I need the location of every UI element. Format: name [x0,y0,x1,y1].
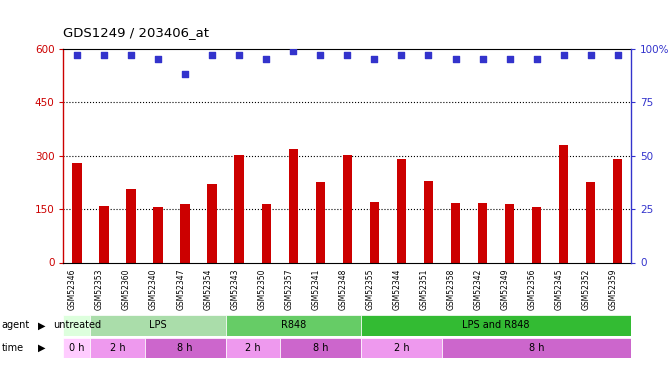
Point [234,52,244,58]
Point [396,52,407,58]
Bar [234,155,244,262]
Bar [315,182,325,262]
Point [423,52,434,58]
Bar [369,202,379,262]
Bar [361,338,442,358]
Text: 8 h: 8 h [178,343,193,353]
Point [207,52,218,58]
Point [369,57,379,63]
Bar [226,315,361,336]
Point [585,52,596,58]
Bar [586,182,595,262]
Bar [63,315,90,336]
Point [613,52,623,58]
Bar [72,163,81,262]
Text: 2 h: 2 h [393,343,409,353]
Point [126,52,136,58]
Text: LPS: LPS [149,320,167,330]
Point [342,52,353,58]
Bar [559,145,568,262]
Point [315,52,326,58]
Text: R848: R848 [281,320,306,330]
Text: untreated: untreated [53,320,101,330]
Bar [261,204,271,262]
Point [261,57,272,63]
Bar [397,159,406,262]
Point [71,52,82,58]
Bar [100,206,109,262]
Point [558,52,569,58]
Point [477,57,488,63]
Text: agent: agent [1,320,29,330]
Bar [451,202,460,262]
Text: LPS and R848: LPS and R848 [462,320,530,330]
Text: ▶: ▶ [38,343,45,353]
Point [180,71,190,77]
Point [288,48,299,54]
Text: 0 h: 0 h [69,343,85,353]
Point [99,52,110,58]
Bar [154,207,163,262]
Bar [424,181,434,262]
Text: 2 h: 2 h [110,343,126,353]
Text: 2 h: 2 h [245,343,261,353]
Text: time: time [1,343,23,353]
Bar [90,338,144,358]
Point [531,57,542,63]
Bar [63,338,90,358]
Bar [613,159,623,262]
Bar [505,204,514,262]
Bar [226,338,280,358]
Text: ▶: ▶ [38,320,45,330]
Point [450,57,461,63]
Bar [280,338,361,358]
Bar [144,338,226,358]
Bar [126,189,136,262]
Bar [90,315,226,336]
Text: 8 h: 8 h [529,343,544,353]
Bar [532,207,541,262]
Bar [343,155,352,262]
Point [504,57,515,63]
Bar [442,338,631,358]
Bar [208,184,217,262]
Text: 8 h: 8 h [313,343,328,353]
Point [153,57,164,63]
Bar [478,202,487,262]
Bar [361,315,631,336]
Bar [289,148,298,262]
Text: GDS1249 / 203406_at: GDS1249 / 203406_at [63,26,210,39]
Bar [180,204,190,262]
